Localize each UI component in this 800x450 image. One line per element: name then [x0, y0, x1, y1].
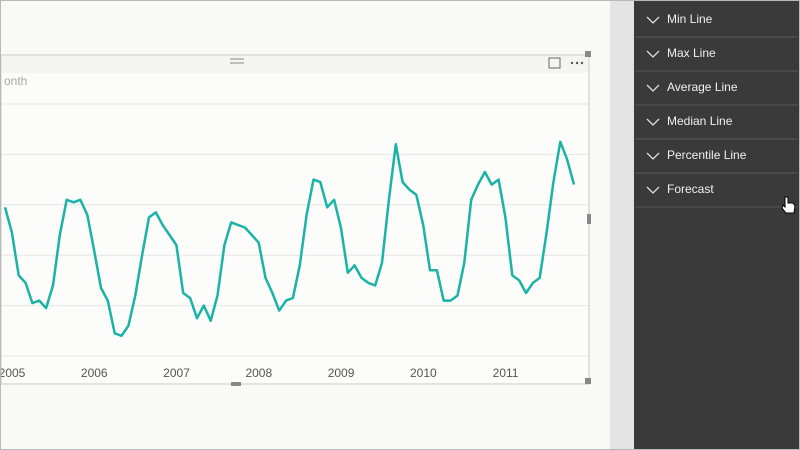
panel-item-label[interactable]: Average Line [667, 80, 738, 94]
x-tick-label: 2011 [493, 366, 519, 380]
panel-item-label[interactable]: Percentile Line [667, 148, 747, 162]
panel-item-label[interactable]: Forecast [667, 182, 714, 196]
x-tick-label: 2005 [1, 366, 26, 380]
visual-header [2, 56, 588, 73]
x-tick-label: 2006 [81, 366, 108, 380]
panel-item-label[interactable]: Median Line [667, 114, 733, 128]
panel-item-label[interactable]: Max Line [667, 46, 716, 60]
x-tick-label: 2008 [245, 366, 272, 380]
more-icon[interactable] [571, 62, 583, 64]
panel-item-label[interactable]: Min Line [667, 12, 713, 26]
format-panel [634, 1, 799, 449]
visual-title: onth [4, 74, 27, 88]
x-tick-label: 2009 [328, 366, 355, 380]
scroll-gutter [610, 1, 634, 449]
x-tick-label: 2010 [410, 366, 437, 380]
x-tick-label: 2007 [163, 366, 190, 380]
